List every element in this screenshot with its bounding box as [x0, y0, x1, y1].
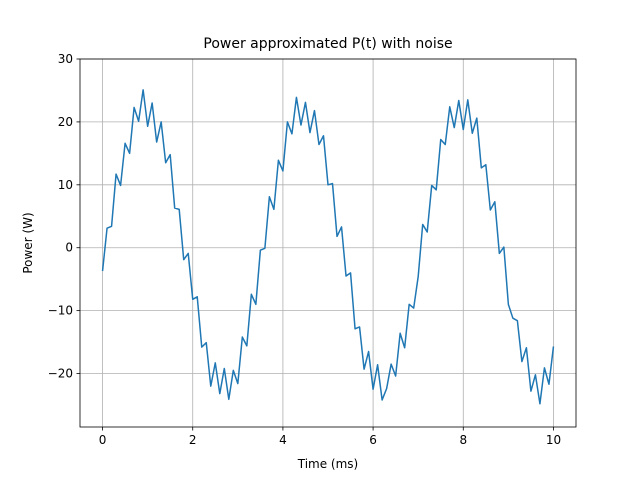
x-tick-label: 2 [189, 433, 197, 447]
x-tick-label: 6 [369, 433, 377, 447]
y-axis-label: Power (W) [21, 212, 35, 273]
chart-title: Power approximated P(t) with noise [203, 36, 452, 52]
x-tick-label: 10 [546, 433, 561, 447]
y-tick-label: −20 [48, 367, 73, 381]
x-tick-label: 0 [99, 433, 107, 447]
y-tick-label: 10 [58, 178, 73, 192]
y-tick-label: 20 [58, 115, 73, 129]
x-tick-label: 4 [279, 433, 287, 447]
x-tick-label: 8 [459, 433, 467, 447]
x-axis-label: Time (ms) [297, 457, 359, 471]
data-line [101, 89, 555, 405]
plot-frame [79, 58, 577, 428]
y-tick-label: −10 [48, 304, 73, 318]
y-tick-label: 0 [65, 241, 73, 255]
y-tick-label: 30 [58, 52, 73, 66]
